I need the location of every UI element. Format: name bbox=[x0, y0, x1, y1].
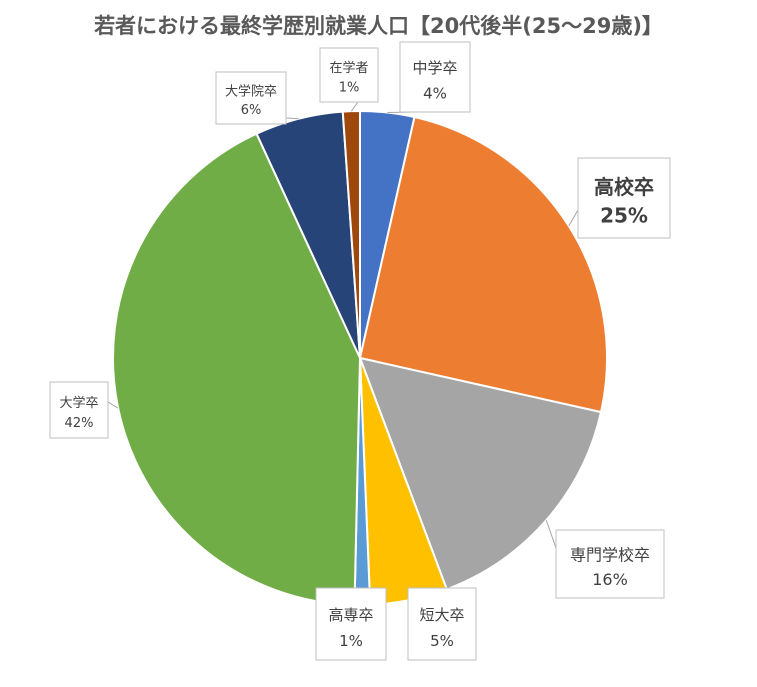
data-label: 高校卒 25% bbox=[577, 157, 671, 239]
data-label: 専門学校卒 16% bbox=[555, 529, 665, 599]
leader-line bbox=[350, 101, 359, 112]
data-label-box bbox=[215, 71, 287, 125]
data-label: 在学者 1% bbox=[319, 47, 379, 103]
data-label-category: 高専卒 bbox=[328, 606, 373, 624]
data-label-box bbox=[399, 41, 471, 113]
data-label: 大学卒 42% bbox=[49, 381, 109, 439]
data-label-box bbox=[407, 587, 477, 661]
data-label-percent: 5% bbox=[430, 632, 454, 650]
leader-line bbox=[568, 209, 579, 227]
data-label-category: 短大卒 bbox=[419, 606, 464, 624]
data-label-box bbox=[555, 529, 665, 599]
data-label-percent: 25% bbox=[600, 204, 648, 228]
data-label: 大学院卒 6% bbox=[215, 71, 287, 125]
data-label-percent: 1% bbox=[339, 80, 360, 95]
data-label-percent: 6% bbox=[241, 103, 262, 118]
data-label-category: 高校卒 bbox=[594, 175, 654, 199]
data-label-category: 大学院卒 bbox=[225, 83, 277, 99]
leader-line bbox=[107, 401, 119, 409]
slices bbox=[112, 109, 608, 606]
data-label-box bbox=[577, 157, 671, 239]
data-label-category: 在学者 bbox=[329, 60, 368, 76]
chart-title: 若者における最終学歴別就業人口【20代後半(25〜29歳)】 bbox=[94, 14, 663, 38]
data-label-percent: 1% bbox=[339, 632, 363, 650]
data-label-category: 中学卒 bbox=[412, 59, 457, 77]
data-label-category: 大学卒 bbox=[59, 395, 98, 411]
data-label-box bbox=[49, 381, 109, 439]
data-label-percent: 16% bbox=[592, 570, 628, 589]
data-label-percent: 42% bbox=[65, 416, 94, 431]
leader-line bbox=[545, 520, 557, 549]
data-label: 中学卒 4% bbox=[399, 41, 471, 113]
pie-slice bbox=[358, 356, 603, 591]
data-label: 短大卒 5% bbox=[407, 587, 477, 661]
pie-slice bbox=[112, 132, 362, 606]
data-label-percent: 4% bbox=[423, 84, 447, 102]
data-label-box bbox=[315, 587, 387, 661]
data-label-category: 専門学校卒 bbox=[570, 545, 650, 564]
leader-line bbox=[285, 117, 299, 120]
pie-slice bbox=[358, 115, 608, 414]
data-labels: 中学卒 4% 高校卒 25% 専門学校卒 16% 短大卒 5% 高専卒 1% 大学卒 42% 大学院卒 6… bbox=[49, 41, 671, 661]
data-label: 高専卒 1% bbox=[315, 587, 387, 661]
data-label-box bbox=[319, 47, 379, 103]
